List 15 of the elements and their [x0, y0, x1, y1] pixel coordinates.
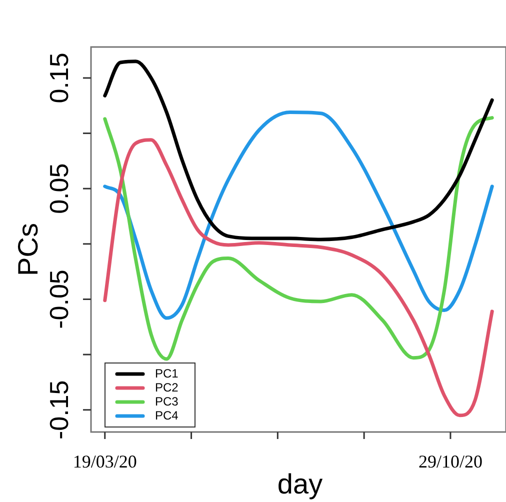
legend-label: PC2 — [155, 380, 179, 394]
legend-label: PC1 — [155, 366, 179, 380]
y-tick-label: -0.15 — [44, 380, 74, 440]
y-tick-label: -0.05 — [44, 270, 74, 329]
x-axis-title: day — [277, 468, 323, 500]
line-series — [103, 110, 494, 320]
legend-label: PC3 — [155, 394, 179, 408]
x-tick-label: 19/03/20 — [72, 452, 137, 472]
legend-label: PC4 — [155, 408, 179, 422]
line-series — [103, 60, 494, 242]
y-tick-label: 0.15 — [44, 52, 74, 104]
y-tick-label: 0.05 — [44, 163, 74, 214]
x-tick-label: 29/10/20 — [418, 452, 482, 472]
line-series — [103, 116, 494, 361]
y-axis-title: PCs — [12, 223, 44, 276]
